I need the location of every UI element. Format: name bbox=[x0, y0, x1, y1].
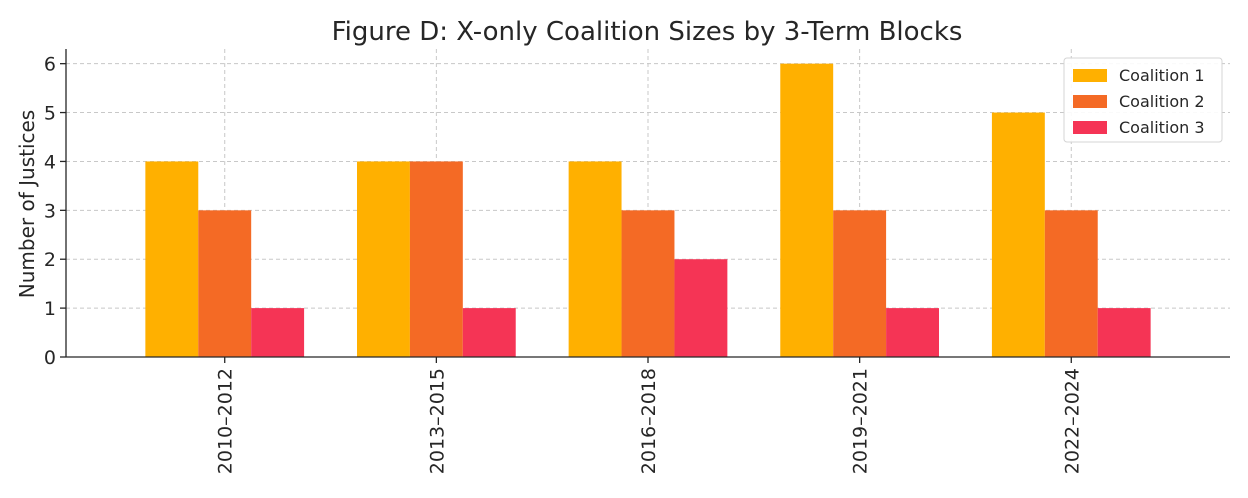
bars-layer bbox=[145, 63, 1151, 358]
bar-3-2 bbox=[462, 308, 516, 357]
bar-1-5 bbox=[991, 112, 1045, 357]
legend-swatch-2 bbox=[1073, 95, 1107, 108]
bar-1-2 bbox=[357, 161, 410, 357]
chart-title: Figure D: X-only Coalition Sizes by 3-Te… bbox=[332, 17, 963, 47]
bar-2-5 bbox=[1044, 210, 1098, 357]
bar-1-3 bbox=[568, 161, 622, 357]
bar-2-1 bbox=[198, 210, 252, 357]
bar-3-1 bbox=[251, 308, 305, 357]
y-tick-label: 4 bbox=[44, 151, 56, 173]
y-tick-label: 6 bbox=[44, 54, 56, 76]
axes-layer: 0 1 2 3 4 5 6 2010–2012 2013–2015 2016–2018 2019–2… bbox=[44, 49, 1230, 474]
bar-3-3 bbox=[674, 259, 728, 357]
bar-1-1 bbox=[145, 161, 199, 357]
y-axis-label: Number of Justices bbox=[15, 110, 39, 298]
bar-3-5 bbox=[1097, 308, 1151, 357]
x-tick-label: 2022–2024 bbox=[1061, 368, 1083, 474]
y-tick-label: 3 bbox=[44, 200, 56, 222]
legend-label-2: Coalition 2 bbox=[1119, 92, 1205, 111]
bar-2-2 bbox=[409, 161, 463, 357]
legend-swatch-3 bbox=[1073, 121, 1107, 134]
x-tick-label: 2013–2015 bbox=[426, 368, 448, 474]
x-tick-label: 2016–2018 bbox=[638, 368, 660, 474]
y-tick-label: 5 bbox=[44, 103, 56, 125]
legend-swatch-1 bbox=[1073, 69, 1107, 82]
y-tick-label: 0 bbox=[44, 347, 56, 369]
y-tick-label: 1 bbox=[44, 298, 56, 320]
x-tick-label: 2019–2021 bbox=[850, 368, 872, 474]
y-tick-label: 2 bbox=[44, 249, 56, 271]
bar-3-4 bbox=[886, 308, 939, 357]
x-tick-label: 2010–2012 bbox=[215, 368, 237, 474]
bar-2-3 bbox=[621, 210, 675, 357]
legend: Coalition 1 Coalition 2 Coalition 3 bbox=[1063, 57, 1223, 143]
legend-label-3: Coalition 3 bbox=[1119, 118, 1205, 137]
bar-2-4 bbox=[833, 210, 887, 357]
legend-label-1: Coalition 1 bbox=[1119, 66, 1205, 85]
bar-1-4 bbox=[780, 63, 834, 358]
